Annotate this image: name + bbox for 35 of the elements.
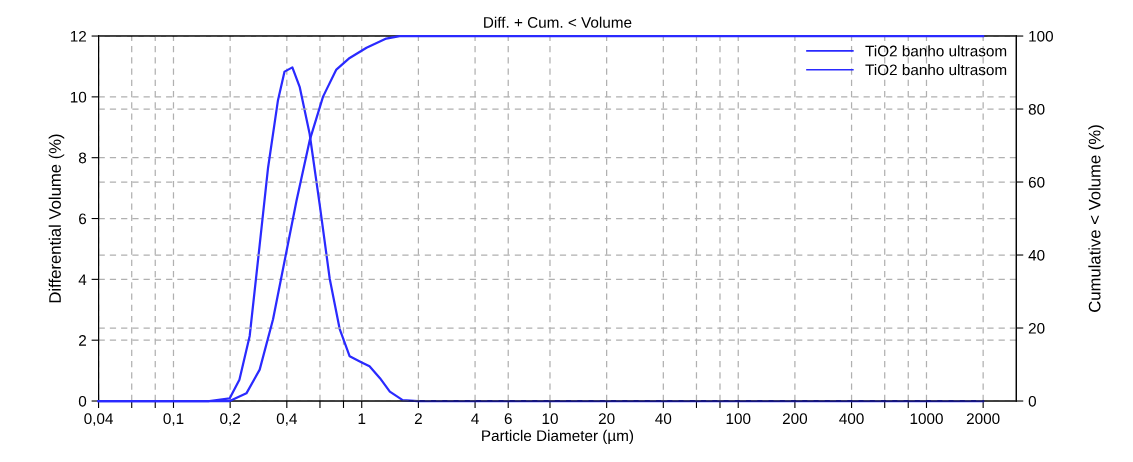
- x-tick-label: 2000: [966, 413, 1000, 425]
- x-tick-label: 200: [782, 413, 808, 425]
- y2-tick-label: 0: [1028, 395, 1037, 407]
- x-tick-label: 6: [504, 413, 512, 425]
- y2-tick-label: 100: [1029, 30, 1053, 42]
- y2-tick-label: 20: [1028, 322, 1045, 334]
- y-tick-label: 6: [79, 213, 87, 225]
- y2-tick-label: 80: [1028, 103, 1045, 115]
- x-tick-label: 0,4: [276, 413, 297, 426]
- y-axis-title: Differential Volume (%): [48, 134, 65, 303]
- x-axis-title: Particle Diameter (µm): [482, 429, 634, 445]
- x-tick-label: 2: [414, 413, 422, 424]
- x-tick-label: 0,1: [163, 413, 184, 426]
- y-tick-label: 10: [70, 91, 87, 103]
- y-tick-label: 2: [79, 335, 86, 346]
- x-tick-label: 10: [542, 413, 558, 425]
- y2-axis-title: Cumulative < Volume (%): [1088, 125, 1104, 312]
- y-tick-label: 12: [70, 30, 86, 42]
- x-tick-label: 4: [471, 413, 479, 424]
- x-tick-label: 1000: [910, 413, 943, 425]
- y-tick-label: 4: [78, 274, 87, 285]
- x-tick-label: 100: [726, 413, 751, 425]
- x-tick-label: 40: [655, 413, 672, 425]
- y-tick-label: 0: [78, 395, 87, 407]
- chart-title: Diff. + Cum. < Volume: [484, 16, 632, 28]
- x-tick-label: 0,2: [220, 413, 241, 426]
- legend-label: TiO2 banho ultrasom: [865, 45, 1007, 57]
- y-tick-label: 8: [78, 152, 87, 164]
- x-tick-label: 20: [598, 413, 615, 425]
- x-tick-label: 1: [358, 413, 366, 424]
- y2-tick-label: 60: [1028, 176, 1045, 188]
- y2-tick-label: 40: [1028, 249, 1045, 261]
- legend-label: TiO2 banho ultrasom: [865, 64, 1007, 76]
- x-tick-label: 400: [839, 413, 864, 425]
- x-tick-label: 0,04: [84, 413, 113, 426]
